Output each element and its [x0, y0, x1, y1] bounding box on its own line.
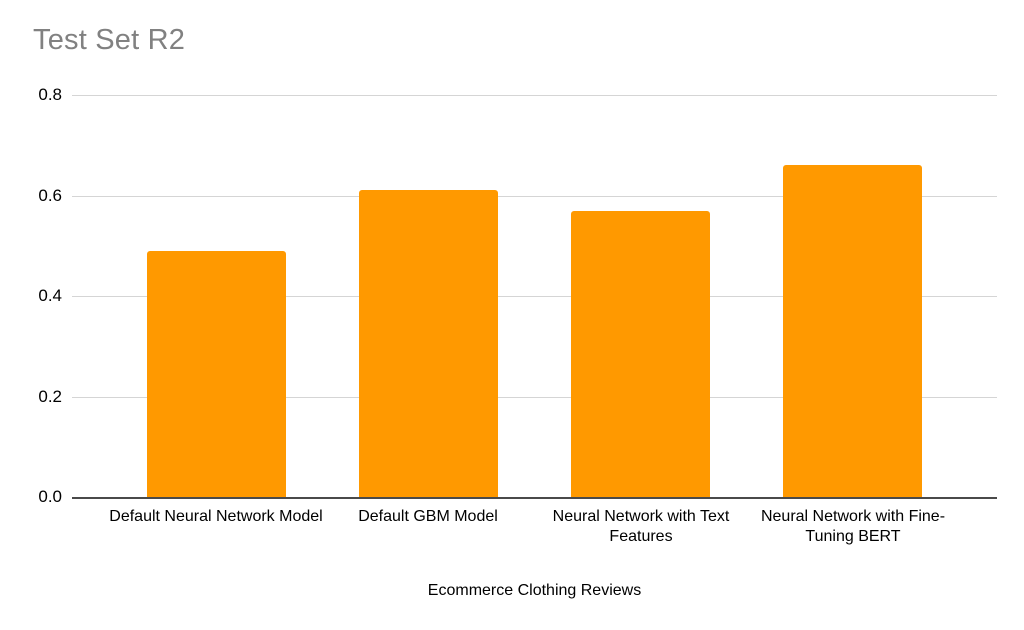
bar: [359, 190, 498, 497]
x-axis-baseline: [72, 497, 997, 499]
chart-title: Test Set R2: [33, 24, 186, 56]
y-gridline: [72, 95, 997, 96]
y-tick-label: 0.8: [38, 85, 62, 104]
category-label: Default Neural Network Model: [109, 508, 323, 525]
bar: [147, 251, 286, 497]
y-tick-label: 0.4: [38, 286, 62, 305]
y-tick-label: 0.2: [38, 387, 62, 406]
y-tick-label: 0.0: [38, 487, 62, 506]
bar: [571, 211, 710, 497]
x-axis-title: Ecommerce Clothing Reviews: [427, 582, 642, 599]
category-label: Neural Network with Fine-Tuning BERT: [760, 508, 946, 545]
y-tick-label: 0.6: [38, 186, 62, 205]
y-gridline: [72, 296, 997, 297]
bar: [783, 165, 922, 497]
category-label: Neural Network with Text Features: [552, 508, 730, 545]
y-gridline: [72, 397, 997, 398]
y-gridline: [72, 196, 997, 197]
category-label: Default GBM Model: [358, 508, 498, 525]
